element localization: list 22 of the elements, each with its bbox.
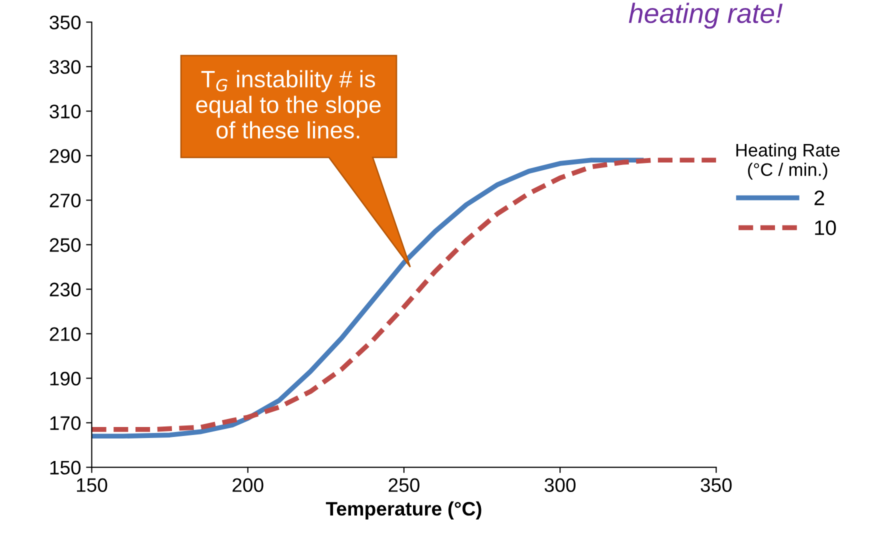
y-tick-label: 230 <box>50 282 81 296</box>
x-axis-title: Temperature (°C) <box>326 501 482 520</box>
y-tick-label: 330 <box>50 60 81 74</box>
x-tick-label: 300 <box>544 478 576 492</box>
legend-label: 10 <box>815 220 836 236</box>
y-tick-label: 170 <box>50 416 81 430</box>
legend-title: Heating Rate (°C / min.) <box>736 143 840 180</box>
y-tick-label: 290 <box>50 149 81 163</box>
y-tick-label: 150 <box>50 460 81 475</box>
legend-label: 2 <box>814 190 824 206</box>
x-tick-label: 250 <box>388 478 420 492</box>
y-tick-label: 350 <box>50 16 81 30</box>
y-tick-label: 190 <box>50 372 81 386</box>
y-tick-label: 310 <box>50 104 81 118</box>
annotation: heating rate! <box>628 2 783 29</box>
y-tick-label: 270 <box>50 194 81 208</box>
x-tick-label: 350 <box>700 478 732 492</box>
x-tick-label: 150 <box>76 478 108 492</box>
y-tick-label: 250 <box>50 238 81 252</box>
x-tick-label: 200 <box>232 478 264 492</box>
annotation: T$_{G}$ instability # is equal to the slope of these lines. <box>196 70 381 139</box>
y-tick-label: 210 <box>50 327 81 341</box>
